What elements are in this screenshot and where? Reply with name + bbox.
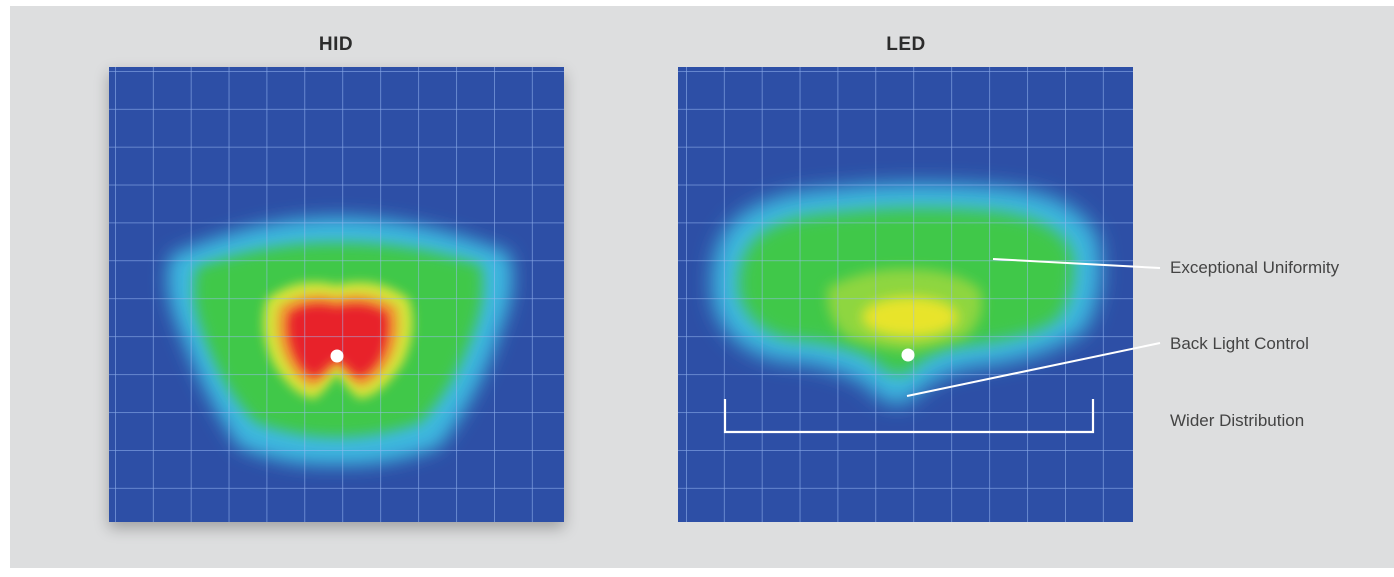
hid-title: HID — [318, 34, 354, 55]
led-heatmap — [678, 67, 1133, 522]
hid-heatmap — [109, 67, 564, 522]
hid-fixture-dot — [330, 349, 344, 363]
led-title: LED — [886, 34, 926, 55]
led-fixture-dot — [901, 348, 915, 362]
wider-distribution-bracket — [723, 399, 1095, 434]
label-exceptional-uniformity: Exceptional Uniformity — [1170, 258, 1340, 277]
label-back-light-control: Back Light Control — [1170, 334, 1309, 353]
label-wider-distribution: Wider Distribution — [1170, 411, 1305, 430]
